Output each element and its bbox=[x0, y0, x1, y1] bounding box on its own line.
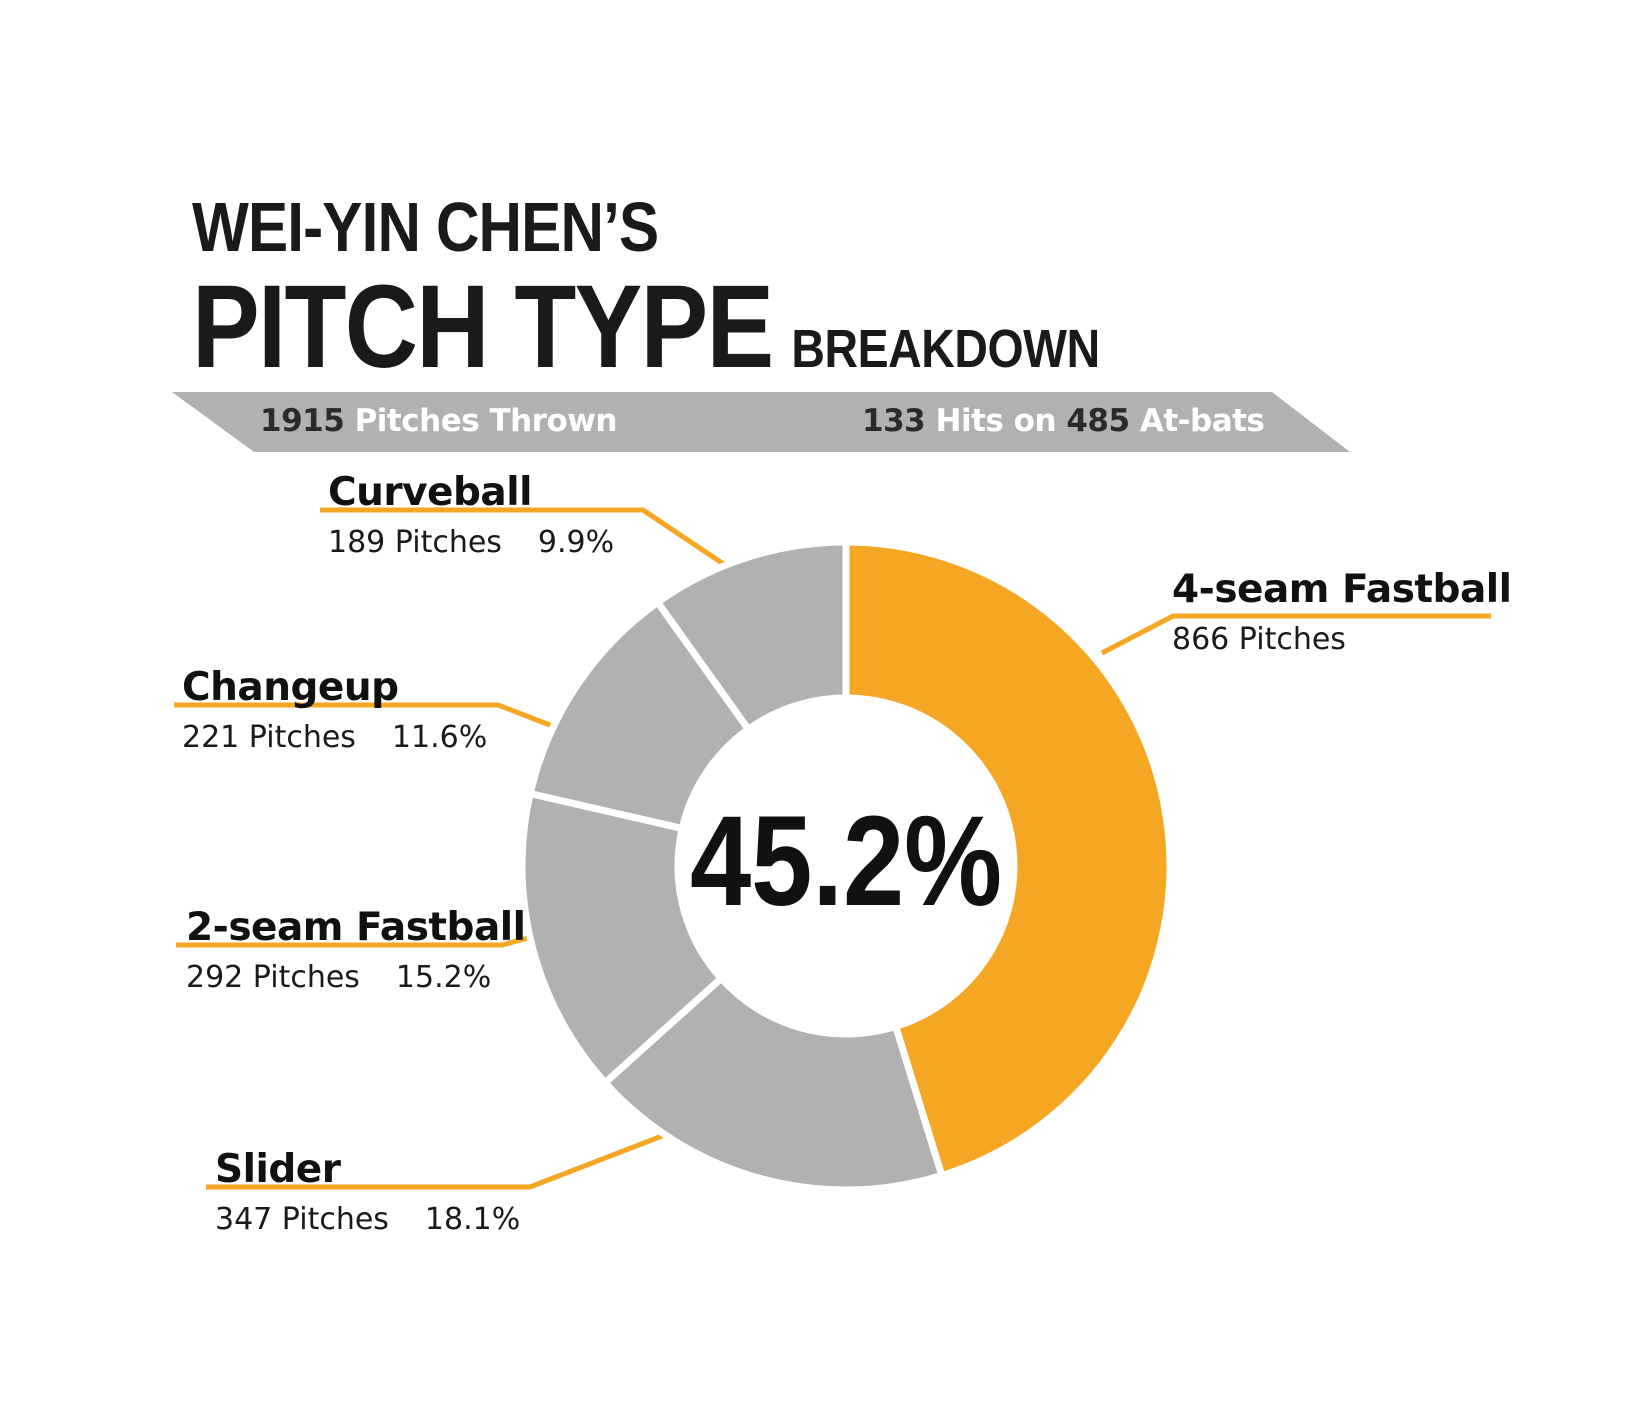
leader-lines bbox=[174, 507, 1491, 1190]
donut-slice-2-seam-fastball bbox=[518, 789, 727, 1088]
slice-stats: 189 Pitches 9.9% bbox=[328, 528, 614, 558]
slice-name: Changeup bbox=[182, 665, 399, 710]
hits-count: 133 bbox=[862, 403, 926, 439]
title-line-1: WEI-YIN CHEN’S bbox=[192, 188, 659, 266]
slice-name: Slider bbox=[215, 1147, 341, 1192]
leader-line-slider bbox=[206, 1133, 663, 1190]
title-pitch-type: PITCH TYPE bbox=[192, 261, 774, 393]
donut-slices bbox=[518, 538, 1174, 1194]
slice-percent: 18.1% bbox=[424, 1202, 521, 1237]
center-percentage: 45.2% bbox=[690, 790, 1002, 933]
slice-pitches: 347 Pitches bbox=[215, 1202, 389, 1237]
title-main: PITCH TYPE BREAKDOWN bbox=[192, 268, 1100, 386]
slice-percent: 15.2% bbox=[395, 960, 492, 995]
slice-percent: 9.9% bbox=[537, 525, 615, 560]
label-four-seam-fastball: 4-seam Fastball 866 Pitches bbox=[1172, 570, 1512, 655]
slice-name: Curveball bbox=[328, 470, 532, 515]
pitches-count: 1915 bbox=[260, 403, 345, 439]
label-slider: Slider 347 Pitches 18.1% bbox=[215, 1150, 520, 1235]
donut-slice-4-seam-fastball bbox=[842, 538, 1174, 1180]
atbats-count: 485 bbox=[1066, 403, 1130, 439]
slice-pitches: 221 Pitches bbox=[182, 720, 356, 755]
donut-slice-curveball bbox=[652, 538, 850, 735]
label-changeup: Changeup 221 Pitches 11.6% bbox=[182, 668, 487, 753]
leader-line-four-seam bbox=[1100, 613, 1491, 656]
slice-stats: 221 Pitches 11.6% bbox=[182, 723, 487, 753]
pitches-label: Pitches Thrown bbox=[354, 403, 618, 439]
slice-pitches: 292 Pitches bbox=[186, 960, 360, 995]
leader-line-curveball bbox=[320, 507, 727, 568]
leader-line-changeup bbox=[174, 702, 556, 730]
slice-name: 2-seam Fastball bbox=[186, 905, 526, 950]
atbats-label: At-bats bbox=[1139, 403, 1265, 439]
title-breakdown: BREAKDOWN bbox=[791, 319, 1100, 379]
hits-label: Hits on bbox=[935, 403, 1057, 439]
slice-stats: 292 Pitches 15.2% bbox=[186, 963, 526, 993]
banner-hits: 133 Hits on 485 At-bats bbox=[862, 403, 1265, 439]
banner-pitches: 1915 Pitches Thrown bbox=[260, 403, 617, 439]
donut-slice-slider bbox=[600, 973, 947, 1194]
slice-pitches: 866 Pitches bbox=[1172, 622, 1346, 657]
summary-banner: 1915 Pitches Thrown 133 Hits on 485 At-b… bbox=[172, 392, 1350, 452]
leader-line-two-seam bbox=[176, 935, 529, 948]
slice-pitches: 189 Pitches bbox=[328, 525, 502, 560]
slice-stats: 347 Pitches 18.1% bbox=[215, 1205, 520, 1235]
banner-shape bbox=[172, 392, 1350, 452]
slice-name: 4-seam Fastball bbox=[1172, 567, 1512, 612]
label-curveball: Curveball 189 Pitches 9.9% bbox=[328, 473, 614, 558]
slice-percent: 11.6% bbox=[391, 720, 488, 755]
label-two-seam-fastball: 2-seam Fastball 292 Pitches 15.2% bbox=[186, 908, 526, 993]
